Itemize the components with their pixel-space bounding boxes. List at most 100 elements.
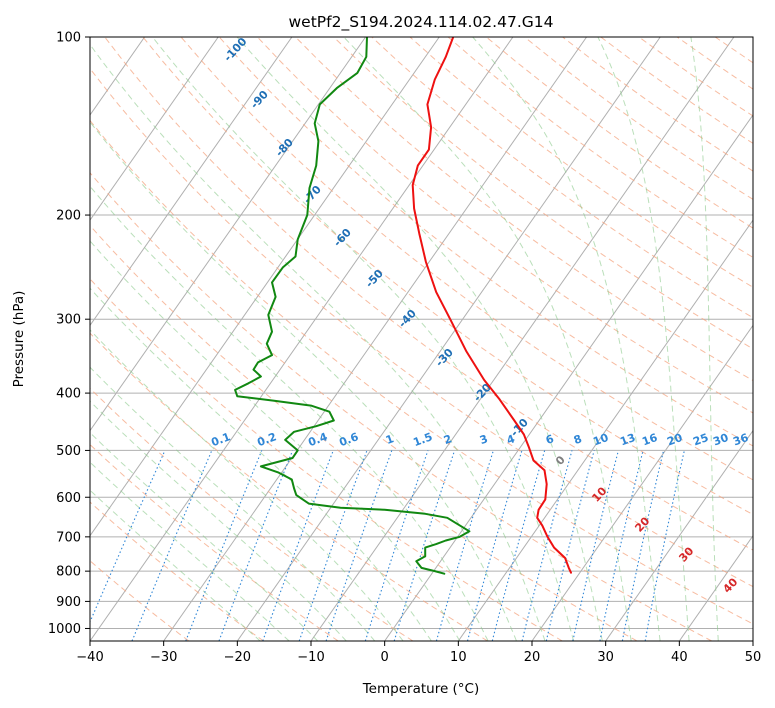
x-tick-label: −30: [150, 650, 177, 665]
plot-frame: [89, 36, 754, 642]
mixing-ratio-line: [298, 450, 368, 641]
isotherm-label: -100: [221, 35, 250, 64]
dewpoint-profile-line: [234, 37, 471, 575]
mixing-ratio-line: [262, 450, 334, 641]
isotherm-line: [531, 324, 753, 641]
mixing-ratio-line: [621, 450, 665, 641]
moist-adiabat-line: [90, 185, 489, 641]
dry-adiabat-line: [447, 37, 753, 259]
moist-adiabat-line: [690, 37, 719, 641]
dry-adiabat-line: [142, 37, 753, 516]
mixing-ratio-label: 2: [442, 432, 454, 447]
mixing-ratio-line: [364, 450, 429, 641]
mixing-ratio-line: [644, 450, 685, 641]
mixing-ratio-line: [393, 450, 456, 641]
mixing-ratio-label: 6: [544, 432, 556, 447]
x-tick-label: −10: [297, 650, 324, 665]
dry-adiabat-line: [218, 37, 753, 447]
mixing-ratio-line: [131, 450, 213, 641]
x-tick-label: 40: [671, 650, 688, 665]
mixing-ratio-label: 8: [572, 432, 584, 447]
dry-adiabat-line: [90, 119, 753, 625]
isotherm-line: [678, 534, 753, 641]
moist-adiabat-line: [90, 121, 517, 641]
isotherm-line: [605, 429, 753, 641]
isotherm-label: 10: [589, 484, 609, 504]
mixing-ratio-label: 0.1: [209, 430, 232, 449]
mixing-ratio-label: 16: [640, 431, 659, 449]
background-lines: [90, 37, 775, 641]
dry-adiabat-line: [485, 37, 753, 229]
mixing-ratio-line: [572, 450, 619, 641]
mixing-ratio-label: 36: [731, 431, 750, 449]
moist-adiabat-line: [152, 37, 575, 641]
mixing-ratio-line: [435, 450, 494, 641]
y-tick-label: 400: [56, 387, 81, 402]
mixing-ratio-line: [545, 450, 595, 641]
x-tick-label: −40: [76, 650, 103, 665]
mixing-ratio-line: [491, 450, 546, 641]
isotherm-label: -60: [331, 226, 354, 250]
y-tick-label: 200: [56, 209, 81, 224]
dry-adiabat-line: [257, 37, 753, 414]
isotherm-label: 30: [676, 544, 696, 564]
mixing-ratio-line: [325, 450, 393, 641]
mixing-ratio-label: 25: [691, 431, 710, 448]
dry-adiabat-line: [714, 37, 753, 64]
mixing-ratio-line: [185, 450, 263, 641]
isotherm-line: [90, 37, 440, 537]
mixing-ratio-label: 20: [665, 431, 684, 449]
dry-adiabat-line: [104, 37, 753, 551]
mixing-ratio-line: [218, 450, 294, 641]
dry-adiabat-line: [90, 278, 563, 641]
isotherm-line: [163, 37, 588, 641]
y-tick-label: 800: [56, 565, 81, 580]
mixing-ratio-label: 13: [618, 431, 637, 448]
moist-adiabat-line: [90, 43, 546, 641]
mixing-ratio-label: 1: [384, 432, 396, 447]
chart-title: wetPf2_S194.2024.114.02.47.G14: [289, 13, 554, 32]
isotherm-line: [752, 640, 753, 641]
moist-adiabat-line: [90, 240, 461, 641]
dry-adiabat-line: [90, 172, 712, 641]
y-tick-label: 100: [56, 31, 81, 46]
y-tick-label: 600: [56, 491, 81, 506]
y-tick-label: 900: [56, 595, 81, 610]
x-axis: −40 −30 −20 −10 0 10 20 30 40 50: [76, 641, 761, 665]
dry-adiabat-line: [753, 37, 775, 641]
mixing-ratio-line: [521, 450, 573, 641]
x-tick-label: 10: [450, 650, 467, 665]
temperature-profile-line: [411, 37, 572, 574]
dry-adiabat-line: [638, 37, 753, 117]
isotherm-line: [90, 37, 219, 222]
dry-adiabat-line: [409, 37, 753, 288]
moist-adiabat-line: [343, 37, 632, 641]
x-tick-label: −20: [224, 650, 251, 665]
isotherm-label: 20: [632, 514, 652, 534]
y-tick-label: 300: [56, 313, 81, 328]
mixing-ratio-label: 10: [591, 431, 610, 449]
x-tick-label: 0: [381, 650, 389, 665]
x-tick-label: 50: [745, 650, 762, 665]
isotherm-line: [236, 37, 661, 641]
dry-adiabat-line: [90, 332, 488, 641]
isotherm-line: [310, 37, 735, 641]
x-tick-label: 20: [524, 650, 541, 665]
mixing-ratio-line: [466, 450, 523, 641]
dry-adiabat-line: [90, 67, 753, 588]
mixing-ratio-line: [90, 450, 166, 624]
mixing-ratio-label: 4: [505, 432, 517, 447]
dry-adiabat-line: [295, 37, 753, 382]
mixing-ratio-label: 0.2: [255, 430, 278, 449]
y-tick-label: 500: [56, 444, 81, 459]
moist-adiabat-line: [597, 37, 690, 641]
line-labels: -100-90-80-70-60-50-40-30-20-10010203040…: [209, 35, 750, 596]
moist-adiabat-line: [90, 400, 347, 641]
moist-adiabat-line: [472, 37, 661, 641]
y-axis: 100 200 300 400 500 600 700 800 900 1000: [48, 31, 90, 637]
isotherm-line: [90, 37, 293, 327]
moist-adiabat-line: [90, 461, 290, 641]
moist-adiabat-line: [236, 37, 603, 641]
moist-adiabat-line: [90, 287, 432, 641]
